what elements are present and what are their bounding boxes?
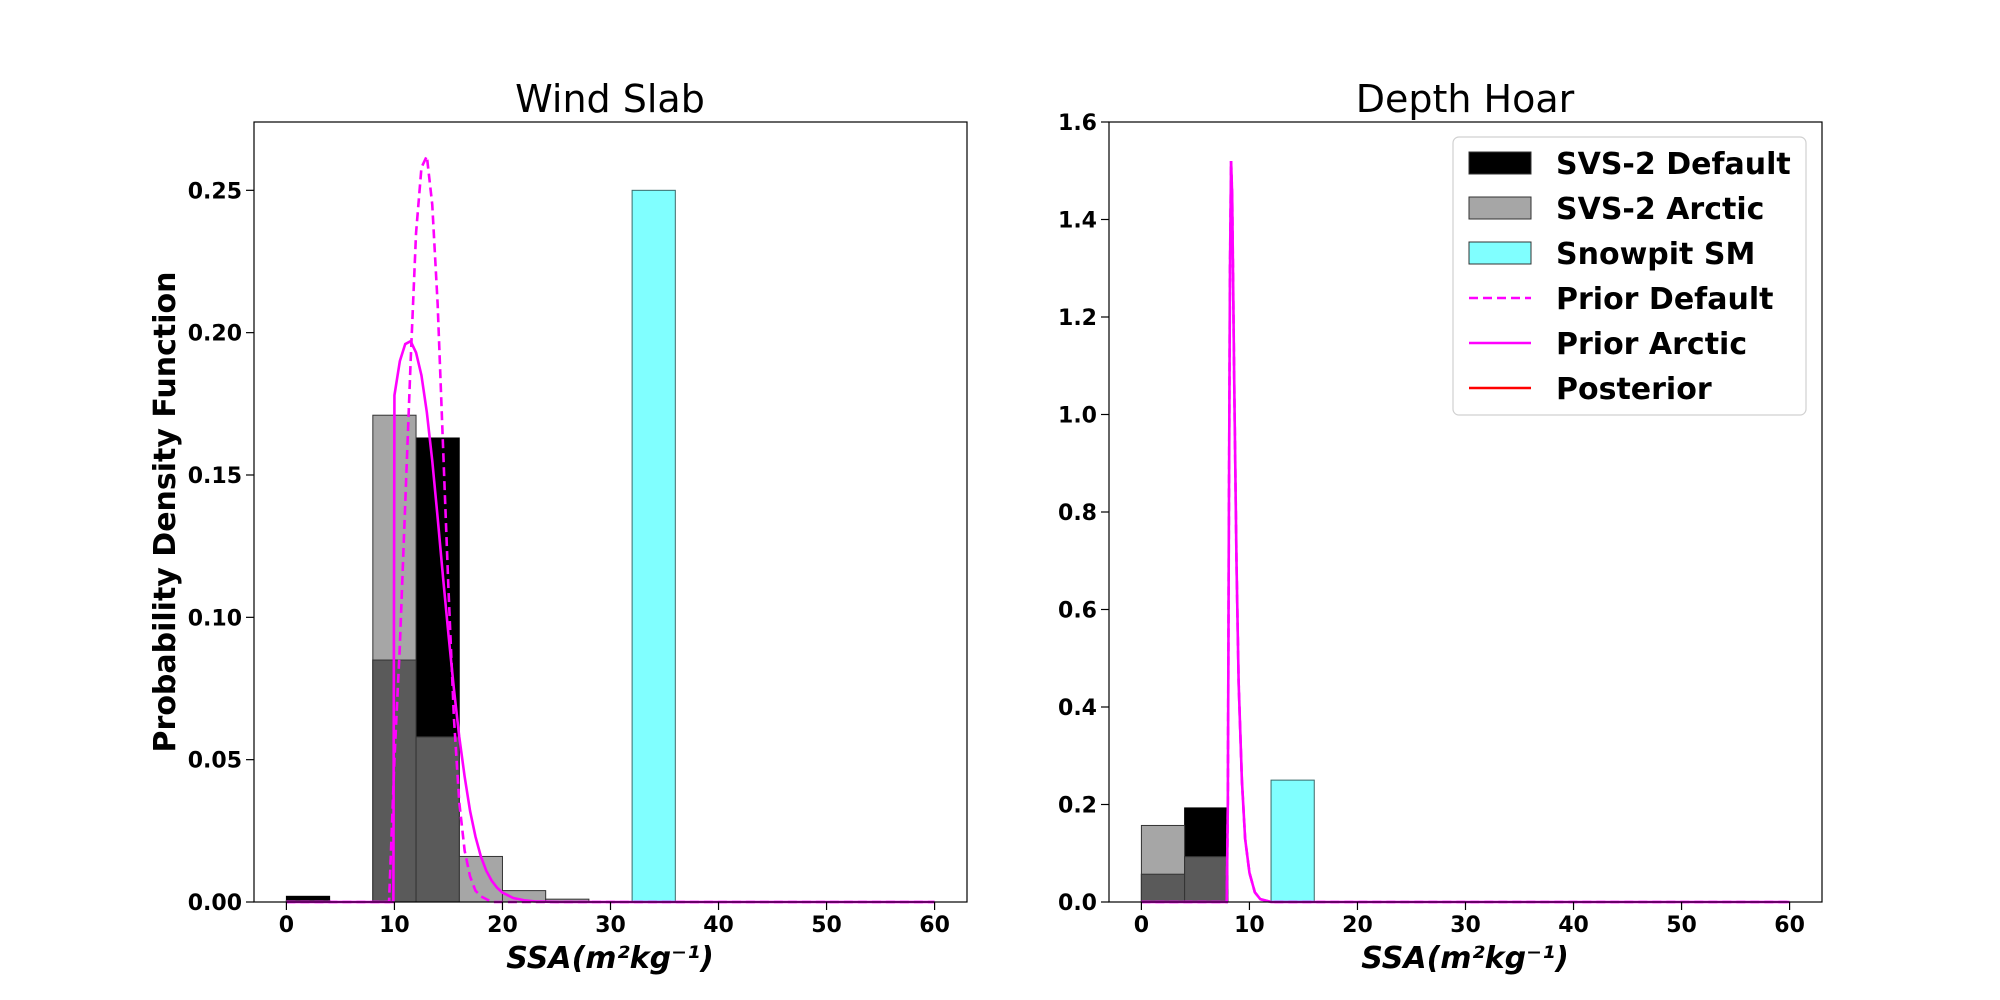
wind-slab-x-label: SSA(m²kg⁻¹) — [506, 941, 714, 976]
wind-slab-x-ticks: 0 10 20 30 40 50 60 — [279, 902, 950, 938]
legend-swatch — [1468, 196, 1532, 220]
x-tick-label: 40 — [703, 913, 734, 938]
y-tick-label: 0.15 — [188, 464, 242, 489]
wind-slab-plot-area — [285, 151, 935, 904]
wind-slab-y-ticks: 0.00 0.05 0.10 0.15 0.20 0.25 — [188, 179, 254, 916]
x-tick-label: 0 — [1134, 913, 1149, 938]
legend-label: SVS-2 Arctic — [1556, 192, 1764, 227]
y-tick-label: 0.05 — [188, 749, 242, 774]
hist-bar-overlap — [1140, 873, 1186, 903]
y-tick-label: 0.20 — [188, 322, 242, 347]
y-tick-label: 1.2 — [1058, 306, 1097, 331]
hist-bar-svs2-arctic — [458, 855, 503, 903]
x-tick-label: 50 — [811, 913, 842, 938]
legend-box — [1452, 136, 1807, 416]
legend-label: SVS-2 Default — [1556, 147, 1791, 182]
y-axis-label: Probability Density Function — [148, 272, 183, 753]
x-tick-label: 40 — [1558, 913, 1589, 938]
y-tick-label: 0.25 — [188, 179, 242, 204]
legend: SVS-2 Default SVS-2 Arctic Snowpit SM Prior… — [1452, 136, 1807, 416]
legend-swatch — [1468, 151, 1532, 175]
x-tick-label: 0 — [279, 913, 294, 938]
wind-slab-title: Wind Slab — [515, 77, 705, 121]
y-tick-label: 0.4 — [1058, 696, 1097, 721]
legend-label: Prior Default — [1556, 282, 1773, 317]
y-tick-label: 0.8 — [1058, 501, 1097, 526]
legend-items: SVS-2 Default SVS-2 Arctic Snowpit SM Prior… — [1468, 147, 1791, 407]
depth-hoar-title: Depth Hoar — [1356, 77, 1575, 121]
hist-bar-snowpit-sm — [1270, 779, 1315, 903]
y-tick-label: 0.6 — [1058, 599, 1097, 624]
x-tick-label: 60 — [919, 913, 950, 938]
x-tick-label: 20 — [1342, 913, 1373, 938]
x-tick-label: 10 — [379, 913, 410, 938]
depth-hoar-y-ticks: 0.0 0.2 0.4 0.6 0.8 1.0 1.2 1.4 1.6 — [1058, 111, 1109, 916]
legend-label: Snowpit SM — [1556, 237, 1755, 272]
wind-slab-frame — [253, 121, 968, 903]
y-tick-label: 0.0 — [1058, 891, 1097, 916]
hist-bar-overlap — [1184, 856, 1229, 903]
line-prior-arctic — [1141, 160, 1790, 904]
depth-hoar-plot-area — [1140, 160, 1790, 904]
y-tick-label: 1.4 — [1058, 209, 1097, 234]
x-tick-label: 10 — [1234, 913, 1265, 938]
legend-label: Posterior — [1556, 372, 1712, 407]
hist-bar-snowpit-sm — [631, 189, 676, 903]
line-prior-arctic — [286, 339, 935, 904]
x-tick-label: 20 — [487, 913, 518, 938]
wind-slab-panel: Wind Slab 0 10 20 30 40 50 60 0.00 0.05 0.10 0.15… — [148, 77, 968, 976]
line-prior-default — [286, 151, 935, 904]
y-tick-label: 1.0 — [1058, 404, 1097, 429]
y-tick-label: 1.6 — [1058, 111, 1097, 136]
depth-hoar-x-ticks: 0 10 20 30 40 50 60 — [1134, 902, 1805, 938]
x-tick-label: 60 — [1774, 913, 1805, 938]
x-tick-label: 30 — [1450, 913, 1481, 938]
hist-bar-overlap — [415, 736, 460, 903]
x-tick-label: 30 — [595, 913, 626, 938]
legend-label: Prior Arctic — [1556, 327, 1747, 362]
y-tick-label: 0.00 — [188, 891, 242, 916]
y-tick-label: 0.2 — [1058, 794, 1097, 819]
depth-hoar-x-label: SSA(m²kg⁻¹) — [1361, 941, 1569, 976]
depth-hoar-panel: Depth Hoar 0 10 20 30 40 50 60 0.0 0.2 0.4 0.6 0.8… — [1058, 77, 1823, 976]
legend-swatch — [1468, 241, 1532, 265]
y-tick-label: 0.10 — [188, 606, 242, 631]
x-tick-label: 50 — [1666, 913, 1697, 938]
